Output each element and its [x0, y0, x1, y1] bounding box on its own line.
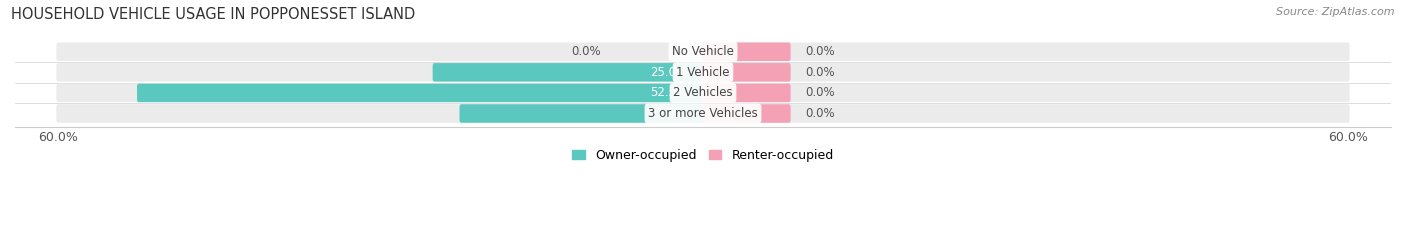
Text: 2 Vehicles: 2 Vehicles — [673, 86, 733, 99]
FancyBboxPatch shape — [56, 63, 1350, 82]
Text: HOUSEHOLD VEHICLE USAGE IN POPPONESSET ISLAND: HOUSEHOLD VEHICLE USAGE IN POPPONESSET I… — [11, 7, 416, 22]
Text: 3 or more Vehicles: 3 or more Vehicles — [648, 107, 758, 120]
FancyBboxPatch shape — [702, 104, 790, 123]
Text: 0.0%: 0.0% — [806, 86, 835, 99]
Text: 25.0%: 25.0% — [650, 66, 688, 79]
FancyBboxPatch shape — [56, 84, 1350, 102]
Text: 1 Vehicle: 1 Vehicle — [676, 66, 730, 79]
FancyBboxPatch shape — [460, 104, 704, 123]
Legend: Owner-occupied, Renter-occupied: Owner-occupied, Renter-occupied — [568, 144, 838, 167]
FancyBboxPatch shape — [702, 84, 790, 102]
Text: 0.0%: 0.0% — [806, 45, 835, 58]
Text: No Vehicle: No Vehicle — [672, 45, 734, 58]
FancyBboxPatch shape — [702, 63, 790, 82]
Text: 0.0%: 0.0% — [806, 107, 835, 120]
Text: 0.0%: 0.0% — [806, 66, 835, 79]
FancyBboxPatch shape — [433, 63, 704, 82]
Text: 22.5%: 22.5% — [650, 107, 688, 120]
FancyBboxPatch shape — [56, 104, 1350, 123]
Text: 0.0%: 0.0% — [571, 45, 600, 58]
FancyBboxPatch shape — [702, 43, 790, 61]
Text: Source: ZipAtlas.com: Source: ZipAtlas.com — [1277, 7, 1395, 17]
FancyBboxPatch shape — [136, 84, 704, 102]
FancyBboxPatch shape — [56, 43, 1350, 61]
Text: 52.5%: 52.5% — [650, 86, 688, 99]
